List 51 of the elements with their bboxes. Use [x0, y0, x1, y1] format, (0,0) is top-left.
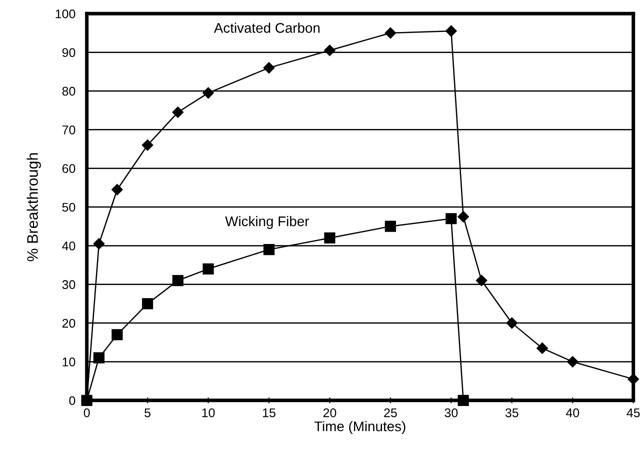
y-tick-label: 0 — [69, 396, 76, 406]
point — [324, 232, 336, 244]
annotation: Wicking Fiber — [225, 216, 309, 229]
x-tick-label: 45 — [626, 408, 640, 418]
x-tick-label: 5 — [144, 408, 150, 418]
y-tick-label: 70 — [62, 125, 76, 134]
point — [384, 27, 396, 39]
x-axis-title: Time (Minutes) — [314, 421, 406, 434]
x-tick-label: 10 — [202, 408, 215, 418]
y-tick-label: 50 — [62, 202, 76, 212]
point — [628, 374, 639, 385]
point — [324, 44, 336, 56]
point — [384, 220, 396, 232]
point — [112, 184, 123, 196]
point — [567, 356, 578, 368]
point — [202, 263, 214, 274]
y-tick-label: 60 — [62, 164, 76, 173]
point — [142, 140, 154, 151]
point — [263, 62, 275, 74]
x-tick-label: 25 — [384, 408, 397, 418]
point — [446, 25, 457, 37]
x-tick-label: 40 — [566, 408, 580, 418]
y-tick-label: 100 — [56, 9, 76, 18]
point — [506, 317, 518, 329]
point — [81, 394, 92, 406]
y-tick-label: 90 — [62, 48, 76, 57]
y-tick-label: 40 — [62, 242, 76, 250]
point — [446, 213, 457, 224]
point — [458, 211, 469, 222]
x-tick-label: 35 — [505, 408, 518, 418]
x-tick-label: 30 — [444, 408, 458, 418]
y-tick-label: 20 — [62, 318, 76, 328]
point — [112, 329, 123, 340]
x-tick-label: 0 — [84, 408, 90, 418]
point — [202, 87, 214, 99]
point — [458, 394, 469, 406]
y-tick-label: 10 — [62, 358, 76, 366]
point — [263, 244, 275, 256]
annotation: Activated Carbon — [214, 22, 320, 33]
point — [172, 106, 184, 118]
y-tick-label: 30 — [62, 280, 76, 290]
point — [172, 274, 184, 286]
point — [93, 238, 105, 250]
point — [476, 274, 488, 286]
point — [142, 298, 154, 310]
y-tick-label: 80 — [62, 86, 76, 96]
point — [536, 342, 548, 354]
x-tick-label: 15 — [262, 408, 276, 418]
x-tick-label: 20 — [323, 408, 336, 418]
point — [93, 352, 105, 364]
y-axis-title: % Breakthrough — [26, 153, 41, 262]
